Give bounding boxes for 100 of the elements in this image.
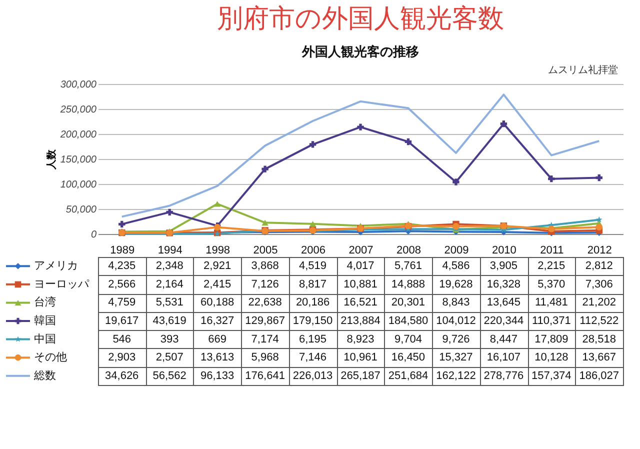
data-label: 8,817 bbox=[299, 278, 327, 290]
point bbox=[596, 216, 602, 222]
x-tick-label: 2011 bbox=[540, 244, 564, 256]
data-label: 7,174 bbox=[251, 333, 279, 346]
data-label: 8,447 bbox=[490, 333, 518, 346]
point bbox=[596, 174, 602, 182]
x-tick-label: 1994 bbox=[158, 244, 182, 256]
data-label: 186,027 bbox=[579, 370, 620, 382]
data-label: 7,306 bbox=[585, 278, 613, 290]
data-label: 251,684 bbox=[388, 370, 428, 382]
data-label: 96,133 bbox=[200, 370, 234, 382]
data-label: 2,415 bbox=[204, 278, 232, 290]
x-tick-label: 1998 bbox=[206, 244, 230, 256]
data-label: 16,327 bbox=[200, 315, 234, 327]
data-label: 56,562 bbox=[152, 370, 186, 382]
x-tick-label: 2006 bbox=[301, 244, 326, 256]
data-label: 15,327 bbox=[439, 352, 473, 364]
data-label: 13,613 bbox=[200, 352, 234, 364]
line-series bbox=[120, 94, 600, 218]
x-tick-label: 2008 bbox=[396, 244, 421, 256]
y-tick-label: 250,000 bbox=[59, 104, 97, 116]
data-label: 7,146 bbox=[299, 352, 327, 364]
data-label: 19,617 bbox=[105, 315, 139, 327]
data-label: 4,017 bbox=[346, 260, 374, 272]
data-label: 546 bbox=[112, 333, 132, 346]
data-label: 3,905 bbox=[490, 260, 518, 272]
data-label: 16,450 bbox=[391, 352, 426, 364]
legend-label: 総数 bbox=[33, 370, 56, 382]
data-label: 278,776 bbox=[484, 370, 524, 382]
data-label: 184,580 bbox=[388, 315, 428, 327]
y-tick-label: 150,000 bbox=[60, 154, 97, 166]
data-label: 4,759 bbox=[108, 296, 136, 309]
legend-label: 中国 bbox=[34, 332, 56, 346]
point bbox=[262, 220, 268, 226]
text: ムスリム礼拝堂 bbox=[548, 64, 618, 76]
data-label: 22,638 bbox=[248, 296, 282, 309]
x-tick-label: 1989 bbox=[110, 244, 135, 256]
data-label: 2,812 bbox=[585, 260, 613, 272]
data-label: 8,923 bbox=[346, 333, 374, 346]
data-label: 2,507 bbox=[156, 352, 184, 364]
data-label: 4,235 bbox=[108, 260, 136, 272]
data-label: 2,215 bbox=[538, 260, 566, 272]
data-label: 110,371 bbox=[532, 315, 571, 327]
data-label: 4,519 bbox=[299, 260, 327, 272]
data-label: 4,586 bbox=[442, 260, 470, 272]
data-label: 5,370 bbox=[538, 278, 566, 290]
data-label: 5,761 bbox=[394, 260, 422, 272]
point bbox=[262, 166, 268, 172]
data-label: 157,374 bbox=[532, 370, 572, 382]
data-label: 10,961 bbox=[344, 352, 378, 364]
data-label: 10,881 bbox=[344, 278, 378, 290]
data-label: 8,843 bbox=[442, 296, 470, 309]
point bbox=[548, 175, 555, 182]
point bbox=[452, 178, 460, 186]
x-tick-label: 2009 bbox=[444, 244, 469, 256]
data-label: 220,344 bbox=[484, 315, 524, 327]
point bbox=[166, 208, 173, 216]
data-label: 129,867 bbox=[245, 315, 285, 327]
point bbox=[357, 124, 364, 130]
data-label: 265,187 bbox=[340, 370, 380, 382]
data-label: 16,521 bbox=[344, 296, 378, 309]
data-label: 213,884 bbox=[340, 315, 380, 327]
x-tick-label: 2012 bbox=[587, 244, 612, 256]
data-label: 20,301 bbox=[391, 296, 426, 309]
data-label: 112,522 bbox=[580, 315, 619, 327]
data-label: 176,641 bbox=[245, 370, 285, 382]
data-label: 7,126 bbox=[251, 278, 279, 290]
data-label: 10,128 bbox=[534, 352, 568, 364]
y-tick-label: 200,000 bbox=[59, 130, 97, 140]
data-label: 2,566 bbox=[108, 278, 136, 290]
data-label: 21,202 bbox=[582, 296, 616, 309]
data-label: 162,122 bbox=[436, 370, 476, 382]
legend-label: その他 bbox=[34, 352, 67, 364]
data-label: 16,328 bbox=[486, 278, 521, 290]
legend-label: 韓国 bbox=[34, 314, 56, 327]
data-label: 28,518 bbox=[582, 333, 616, 346]
data-label: 2,903 bbox=[108, 352, 136, 364]
point bbox=[309, 141, 316, 148]
data-label: 393 bbox=[160, 333, 179, 346]
point bbox=[500, 120, 508, 128]
data-label: 2,348 bbox=[156, 260, 184, 272]
x-tick-label: 2007 bbox=[348, 244, 374, 256]
data-label: 179,150 bbox=[292, 315, 333, 327]
data-label: 2,164 bbox=[156, 278, 184, 290]
y-tick-label: 300,000 bbox=[60, 80, 97, 90]
chart-subtitle: 外国人観光客の推移 bbox=[301, 44, 419, 59]
legend-label: アメリカ bbox=[34, 260, 78, 272]
y-tick-label: 100,000 bbox=[60, 180, 97, 190]
data-label: 5,531 bbox=[156, 296, 184, 309]
y-axis-title: 人数 bbox=[45, 148, 58, 170]
data-label: 19,628 bbox=[439, 278, 473, 290]
point bbox=[404, 138, 412, 146]
data-label: 60,188 bbox=[200, 296, 234, 309]
data-label: 14,888 bbox=[391, 278, 426, 290]
data-label: 43,619 bbox=[152, 315, 186, 327]
point bbox=[596, 224, 602, 231]
legend-label: ヨーロッパ bbox=[34, 278, 90, 290]
data-label: 20,186 bbox=[296, 296, 330, 309]
y-tick-label: 50,000 bbox=[66, 204, 97, 216]
data-label: 13,667 bbox=[582, 352, 616, 364]
